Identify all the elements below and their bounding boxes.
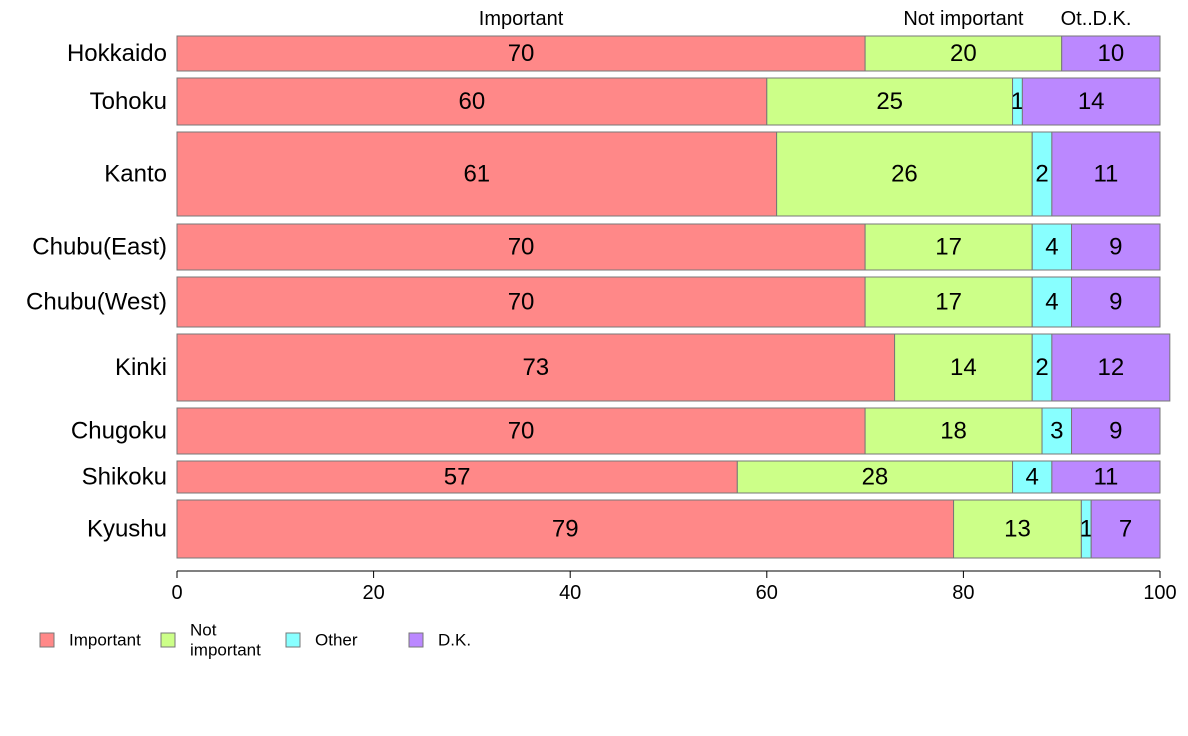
x-tick-label: 20 — [362, 582, 384, 604]
bar-segment — [776, 131, 1033, 217]
top-series-label: Ot.. — [1061, 8, 1093, 30]
bar-segment — [176, 407, 866, 455]
data-label: 18 — [940, 418, 967, 445]
data-label: 2 — [1035, 354, 1048, 381]
category-label: Hokkaido — [67, 40, 167, 67]
data-label: 4 — [1045, 234, 1058, 261]
bar-segment — [1071, 407, 1161, 455]
category-labels: Hokkaido Tohoku Kanto Chubu(East) Chubu(West… — [26, 40, 167, 543]
category-label: Chubu(West) — [26, 289, 167, 316]
top-series-labels: Important Not important Ot.. D.K. — [479, 8, 1132, 30]
category-label: Shikoku — [82, 464, 167, 491]
data-label: 11 — [1093, 464, 1118, 491]
data-label: 57 — [444, 464, 471, 491]
bar-segment — [176, 131, 778, 217]
data-label: 60 — [459, 88, 486, 115]
x-axis: 0 20 40 60 80 100 — [171, 570, 1177, 604]
bar-segment — [766, 77, 1014, 126]
bar-segment — [176, 460, 738, 494]
data-label: 9 — [1109, 418, 1122, 445]
legend-swatch — [160, 632, 176, 648]
bar-segment — [864, 276, 1033, 328]
legend-label: Important — [69, 631, 141, 650]
bar-segment — [864, 407, 1043, 455]
bar-segment — [1090, 499, 1161, 559]
legend-label: important — [190, 641, 261, 660]
data-label: 4 — [1026, 464, 1039, 491]
legend-swatch — [285, 632, 301, 648]
data-label: 70 — [508, 418, 535, 445]
data-label: 14 — [1078, 88, 1105, 115]
x-tick-label: 40 — [559, 582, 581, 604]
data-label: 7 — [1119, 516, 1132, 543]
data-label: 17 — [935, 234, 962, 261]
data-label: 14 — [950, 354, 977, 381]
data-label: 70 — [508, 289, 535, 316]
bar-segment — [176, 35, 866, 72]
top-series-label: Not important — [903, 8, 1023, 30]
x-tick-label: 60 — [756, 582, 778, 604]
data-label: 61 — [463, 161, 490, 188]
data-label: 12 — [1097, 354, 1124, 381]
bar-segment — [1051, 460, 1161, 494]
data-label: 13 — [1004, 516, 1031, 543]
category-label: Kyushu — [87, 516, 167, 543]
data-label: 73 — [522, 354, 549, 381]
x-tick-label: 80 — [952, 582, 974, 604]
legend-swatch — [39, 632, 55, 648]
category-label: Chubu(East) — [32, 234, 167, 261]
category-label: Kanto — [104, 161, 167, 188]
category-label: Tohoku — [90, 88, 167, 115]
data-label: 26 — [891, 161, 918, 188]
data-label: 17 — [935, 289, 962, 316]
legend-label: Other — [315, 631, 358, 650]
bar-segment — [176, 276, 866, 328]
data-label: 25 — [876, 88, 903, 115]
top-series-label: D.K. — [1093, 8, 1132, 30]
data-label: 4 — [1045, 289, 1058, 316]
bar-segment — [1071, 223, 1161, 271]
category-label: Kinki — [115, 354, 167, 381]
bar-segment — [736, 460, 1014, 494]
bar-segment — [1041, 407, 1073, 455]
bar-segment — [864, 35, 1063, 72]
bar-segment — [1012, 460, 1053, 494]
bar-segment — [176, 223, 866, 271]
bar-segment — [1021, 77, 1161, 126]
data-label: 11 — [1093, 161, 1118, 188]
data-label: 1 — [1080, 516, 1093, 543]
category-label: Chugoku — [71, 418, 167, 445]
legend-label: D.K. — [438, 631, 471, 650]
bar-segment — [176, 77, 768, 126]
bar-segment — [894, 333, 1033, 402]
data-label: 70 — [508, 234, 535, 261]
bar-segment — [1061, 35, 1161, 72]
data-label: 79 — [552, 516, 579, 543]
legend-label: Not — [190, 621, 217, 640]
x-tick-label: 0 — [171, 582, 182, 604]
x-tick-label: 100 — [1143, 582, 1176, 604]
bar-segment — [864, 223, 1033, 271]
data-label: 2 — [1035, 161, 1048, 188]
bar-segment — [1051, 333, 1171, 402]
bar-segment — [176, 499, 955, 559]
data-label: 28 — [862, 464, 889, 491]
top-series-label: Important — [479, 8, 564, 30]
data-label: 1 — [1011, 88, 1024, 115]
data-label: 10 — [1097, 40, 1124, 67]
bar-segment — [1051, 131, 1161, 217]
bar-segment — [1031, 276, 1073, 328]
data-label: 70 — [508, 40, 535, 67]
data-label: 3 — [1050, 418, 1063, 445]
data-label: 9 — [1109, 289, 1122, 316]
bar-segment — [1071, 276, 1161, 328]
data-label: 9 — [1109, 234, 1122, 261]
legend-swatch — [408, 632, 424, 648]
data-label: 20 — [950, 40, 977, 67]
